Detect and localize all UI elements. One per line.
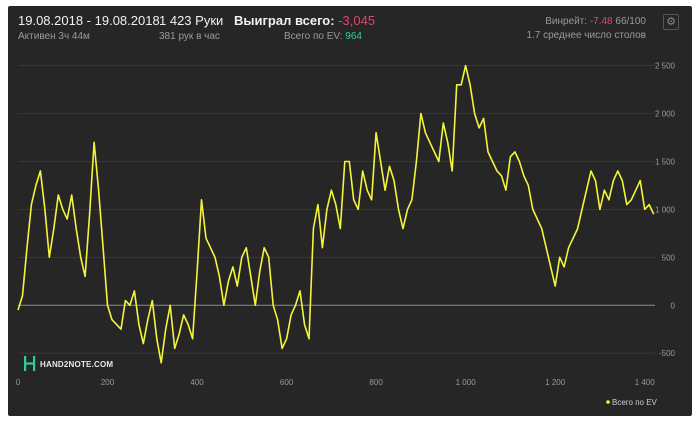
winrate-count: 66/100 — [615, 16, 646, 27]
legend: Всего по EV — [606, 398, 658, 407]
y-tick-label: -500 — [659, 349, 676, 358]
ev-value: 964 — [345, 31, 362, 42]
y-tick-label: 0 — [671, 301, 676, 310]
y-tick-labels: -500 0 500 1 000 1 500 2 000 2 500 — [655, 62, 676, 359]
hand2note-logo: HAND2NOTE.COM — [24, 356, 113, 371]
x-tick-labels: 0 200 400 600 800 1 000 1 200 1 400 — [16, 378, 655, 387]
y-tick-label: 2 000 — [655, 110, 676, 119]
session-graph-panel — [8, 6, 692, 416]
winrate: Винрейт: -7.48 66/100 — [545, 16, 646, 27]
ev-label: Всего по EV: — [284, 31, 343, 42]
x-tick-label: 400 — [190, 378, 204, 387]
ev-total: Всего по EV: 964 — [284, 31, 362, 42]
winrate-label: Винрейт: — [545, 16, 588, 27]
x-tick-label: 600 — [280, 378, 294, 387]
hand2note-logo-icon — [24, 356, 36, 371]
hand2note-logo-text: HAND2NOTE.COM — [40, 360, 113, 369]
won-label: Выиграл всего: — [234, 13, 335, 28]
date-range: 19.08.2018 - 19.08.2018 — [18, 13, 160, 28]
gear-icon[interactable]: ⚙ — [663, 14, 679, 30]
series-line-ev — [17, 64, 655, 364]
y-tick-label: 500 — [662, 253, 676, 262]
winrate-value: -7.48 — [589, 16, 613, 27]
legend-marker — [606, 400, 610, 404]
y-tick-label: 2 500 — [655, 62, 676, 71]
won-value: -3,045 — [338, 13, 376, 28]
active-time: Активен 3ч 44м — [18, 31, 90, 42]
x-tick-label: 0 — [16, 378, 21, 387]
x-tick-label: 1 200 — [545, 378, 566, 387]
hands-per-hour: 381 рук в час — [159, 31, 220, 42]
won-total: Выиграл всего: -3,045 — [234, 13, 375, 28]
hands-count: 1 423 Руки — [159, 13, 224, 28]
legend-label: Всего по EV — [612, 398, 658, 407]
x-tick-label: 200 — [101, 378, 115, 387]
y-tick-label: 1 500 — [655, 157, 676, 166]
x-tick-label: 1 000 — [456, 378, 477, 387]
y-tick-label: 1 000 — [655, 205, 676, 214]
avg-tables: 1.7 среднее число столов — [526, 30, 646, 41]
x-tick-label: 800 — [369, 378, 383, 387]
x-tick-label: 1 400 — [635, 378, 656, 387]
